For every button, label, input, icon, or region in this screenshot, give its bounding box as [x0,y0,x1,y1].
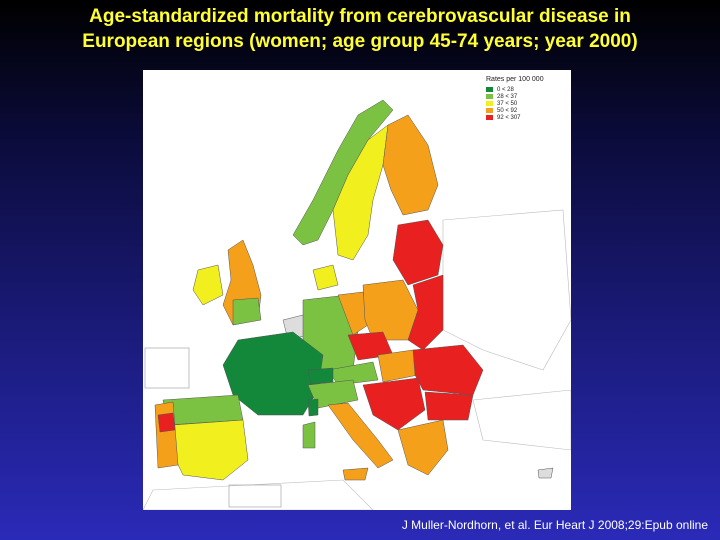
region-switzerland [307,367,334,385]
legend-label: 37 < 50 [497,100,518,107]
region-turkey-unmapped [472,389,571,451]
region-italy-south [327,402,394,469]
legend-title: Rates per 100 000 [486,76,544,83]
map-svg [143,99,571,510]
legend-swatch [486,87,493,92]
region-england-south [232,297,262,326]
map-legend: Rates per 100 000 0 < 28 28 < 37 37 < 50… [486,76,564,121]
region-france [222,331,324,416]
region-sweden [332,124,389,261]
slide-title: Age-standardized mortality from cerebrov… [0,4,720,54]
inset-box-atlantic [144,347,190,389]
citation: J Muller-Nordhorn, et al. Eur Heart J 20… [401,518,708,532]
legend-label: 0 < 28 [497,86,514,93]
region-north-africa-unmapped [143,479,374,510]
region-hungary [377,349,419,383]
region-sardinia [302,421,316,449]
legend-label: 92 < 307 [497,114,521,121]
region-ireland [192,264,224,306]
legend-label: 28 < 37 [497,93,518,100]
region-greece [397,419,449,476]
region-austria [327,361,379,386]
title-line-1: Age-standardized mortality from cerebrov… [89,6,631,27]
legend-swatch [486,101,493,106]
region-sicily [342,467,369,481]
legend-swatch [486,94,493,99]
region-balkans [362,377,426,431]
legend-swatch [486,115,493,120]
legend-item: 50 < 92 [486,107,564,114]
region-cyprus [537,467,554,479]
region-norway [292,99,394,246]
legend-label: 50 < 92 [497,107,518,114]
region-romania [412,344,484,396]
region-finland [382,114,439,216]
legend-item: 0 < 28 [486,86,564,93]
region-bulgaria [424,391,474,421]
legend-item: 28 < 37 [486,93,564,100]
legend-item: 92 < 307 [486,114,564,121]
inset-box-canary [228,484,282,508]
region-poland [362,279,419,341]
region-portugal-north [157,412,176,433]
region-spain-south [170,419,249,481]
europe-map: Rates per 100 000 0 < 28 28 < 37 37 < 50… [143,70,571,510]
region-denmark [312,264,339,291]
region-corsica [307,398,319,417]
region-baltics [392,219,444,286]
legend-item: 37 < 50 [486,100,564,107]
legend-swatch [486,108,493,113]
title-line-2: European regions (women; age group 45-74… [82,31,638,52]
region-spain-north [162,394,244,426]
